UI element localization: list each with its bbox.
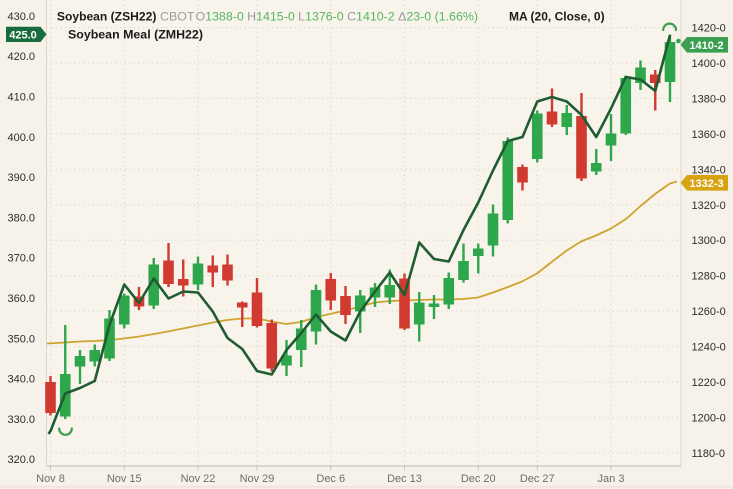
svg-text:Soybean (ZSH22): Soybean (ZSH22) bbox=[57, 10, 156, 24]
svg-text:Dec 6: Dec 6 bbox=[316, 473, 345, 485]
svg-text:Nov 22: Nov 22 bbox=[181, 473, 216, 485]
svg-text:1410-2: 1410-2 bbox=[689, 40, 723, 52]
svg-text:1400-0: 1400-0 bbox=[692, 58, 726, 70]
svg-text:410.0: 410.0 bbox=[7, 92, 35, 104]
svg-text:Soybean Meal (ZMH22): Soybean Meal (ZMH22) bbox=[68, 27, 203, 41]
svg-text:350.0: 350.0 bbox=[7, 333, 35, 345]
svg-text:330.0: 330.0 bbox=[7, 414, 35, 426]
svg-text:Jan 3: Jan 3 bbox=[598, 473, 625, 485]
svg-text:1220-0: 1220-0 bbox=[692, 377, 726, 389]
svg-text:Nov 15: Nov 15 bbox=[107, 473, 142, 485]
svg-text:Dec 27: Dec 27 bbox=[520, 473, 555, 485]
svg-text:1420-0: 1420-0 bbox=[692, 23, 726, 35]
svg-text:O1388-0 H1415-0 L1376-0 C1410-: O1388-0 H1415-0 L1376-0 C1410-2 Δ23-0 (1… bbox=[196, 10, 479, 24]
svg-text:1332-3: 1332-3 bbox=[689, 178, 723, 190]
svg-text:340.0: 340.0 bbox=[7, 374, 35, 386]
svg-text:CBOT: CBOT bbox=[160, 10, 195, 24]
svg-text:1360-0: 1360-0 bbox=[692, 129, 726, 141]
svg-text:Dec 13: Dec 13 bbox=[387, 473, 422, 485]
svg-text:430.0: 430.0 bbox=[7, 11, 35, 23]
svg-text:380.0: 380.0 bbox=[7, 212, 35, 224]
svg-text:370.0: 370.0 bbox=[7, 253, 35, 265]
svg-text:1300-0: 1300-0 bbox=[692, 235, 726, 247]
svg-text:1200-0: 1200-0 bbox=[692, 412, 726, 424]
svg-text:420.0: 420.0 bbox=[7, 51, 35, 63]
svg-text:MA (20, Close, 0): MA (20, Close, 0) bbox=[509, 10, 605, 24]
svg-text:1180-0: 1180-0 bbox=[692, 448, 725, 460]
svg-text:1280-0: 1280-0 bbox=[692, 271, 726, 283]
svg-text:390.0: 390.0 bbox=[7, 172, 35, 184]
svg-text:1380-0: 1380-0 bbox=[692, 93, 726, 105]
svg-text:1340-0: 1340-0 bbox=[692, 164, 726, 176]
svg-text:1260-0: 1260-0 bbox=[692, 306, 726, 318]
svg-text:360.0: 360.0 bbox=[7, 293, 35, 305]
svg-text:400.0: 400.0 bbox=[7, 132, 35, 144]
svg-text:320.0: 320.0 bbox=[7, 454, 35, 466]
svg-text:1240-0: 1240-0 bbox=[692, 342, 726, 354]
svg-text:Dec 20: Dec 20 bbox=[461, 473, 496, 485]
svg-text:Nov 8: Nov 8 bbox=[36, 473, 65, 485]
svg-text:1320-0: 1320-0 bbox=[692, 200, 726, 212]
svg-text:425.0: 425.0 bbox=[9, 29, 37, 41]
svg-text:Nov 29: Nov 29 bbox=[240, 473, 275, 485]
